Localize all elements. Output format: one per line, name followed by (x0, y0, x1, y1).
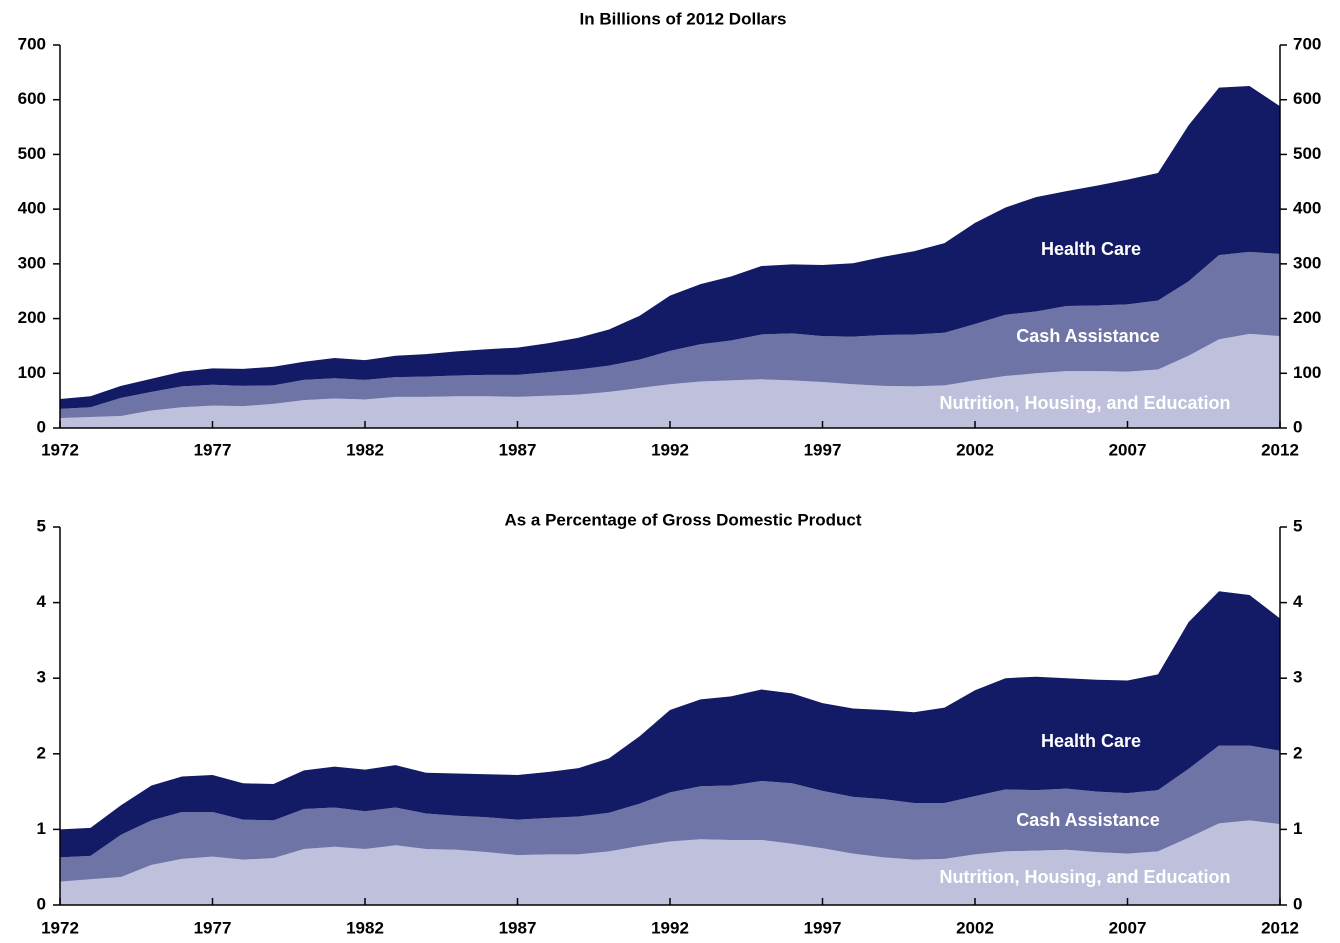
x-tick-label: 1992 (651, 440, 689, 459)
x-tick-label: 2002 (956, 918, 994, 937)
y-tick-label: 0 (37, 417, 46, 436)
x-tick-label: 1997 (804, 440, 842, 459)
series-label: Nutrition, Housing, and Education (940, 867, 1231, 887)
y2-tick-label: 5 (1293, 516, 1302, 535)
y-tick-label: 300 (18, 253, 46, 272)
x-tick-label: 1987 (499, 440, 537, 459)
y2-tick-label: 2 (1293, 743, 1302, 762)
y-tick-label: 700 (18, 34, 46, 53)
y2-tick-label: 0 (1293, 894, 1302, 913)
x-tick-label: 2007 (1109, 440, 1147, 459)
x-tick-label: 1992 (651, 918, 689, 937)
y-tick-label: 0 (37, 894, 46, 913)
y2-tick-label: 300 (1293, 253, 1321, 272)
series-label: Health Care (1041, 239, 1141, 259)
y-tick-label: 600 (18, 89, 46, 108)
y2-tick-label: 500 (1293, 144, 1321, 163)
area (60, 333, 1280, 428)
y2-tick-label: 4 (1293, 592, 1303, 611)
series-label: Health Care (1041, 731, 1141, 751)
x-tick-label: 1972 (41, 918, 79, 937)
area (60, 820, 1280, 905)
y2-tick-label: 600 (1293, 89, 1321, 108)
y-tick-label: 2 (37, 743, 46, 762)
x-tick-label: 1997 (804, 918, 842, 937)
y2-tick-label: 3 (1293, 668, 1302, 687)
y2-tick-label: 700 (1293, 34, 1321, 53)
y2-tick-label: 0 (1293, 417, 1302, 436)
x-tick-label: 1972 (41, 440, 79, 459)
y-tick-label: 1 (37, 819, 46, 838)
x-tick-label: 2012 (1261, 440, 1299, 459)
area (60, 86, 1280, 409)
x-tick-label: 1982 (346, 440, 384, 459)
series-label: Nutrition, Housing, and Education (940, 393, 1231, 413)
series-label: Cash Assistance (1016, 810, 1159, 830)
x-tick-label: 2012 (1261, 918, 1299, 937)
y2-tick-label: 100 (1293, 363, 1321, 382)
y-tick-label: 4 (37, 592, 47, 611)
y-tick-label: 200 (18, 308, 46, 327)
y2-tick-label: 200 (1293, 308, 1321, 327)
x-tick-label: 2002 (956, 440, 994, 459)
x-tick-label: 2007 (1109, 918, 1147, 937)
x-tick-label: 1982 (346, 918, 384, 937)
area (60, 745, 1280, 882)
area (60, 591, 1280, 858)
y-tick-label: 400 (18, 199, 46, 218)
x-tick-label: 1987 (499, 918, 537, 937)
y2-tick-label: 1 (1293, 819, 1302, 838)
series-label: Cash Assistance (1016, 326, 1159, 346)
x-tick-label: 1977 (194, 440, 232, 459)
x-tick-label: 1977 (194, 918, 232, 937)
area (60, 251, 1280, 419)
chart-title: In Billions of 2012 Dollars (580, 9, 787, 28)
y2-tick-label: 400 (1293, 199, 1321, 218)
y-tick-label: 3 (37, 668, 46, 687)
chart-title: As a Percentage of Gross Domestic Produc… (504, 510, 861, 529)
y-tick-label: 500 (18, 144, 46, 163)
y-tick-label: 5 (37, 516, 46, 535)
y-tick-label: 100 (18, 363, 46, 382)
